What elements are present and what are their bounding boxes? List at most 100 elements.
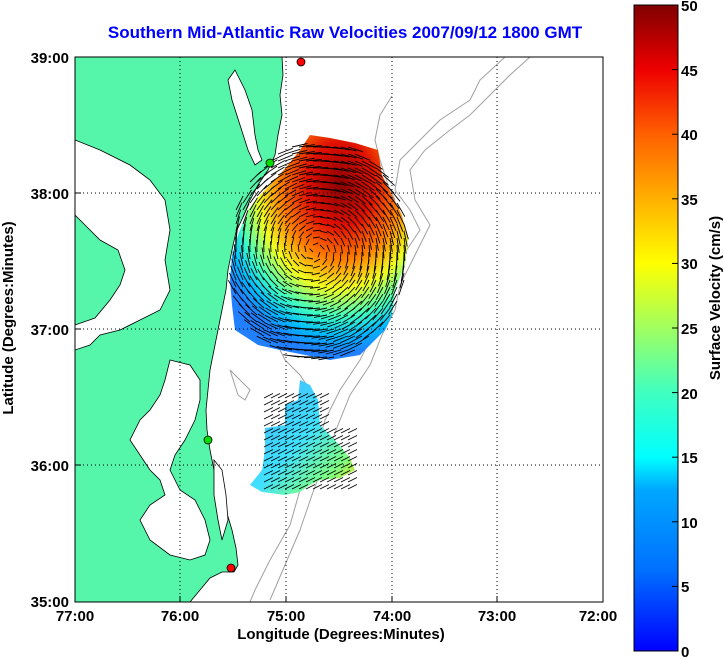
velocity-arrow (375, 216, 383, 230)
velocity-arrow (368, 167, 383, 178)
velocity-arrow (312, 242, 319, 246)
velocity-arrow (239, 252, 244, 267)
velocity-arrow (313, 314, 328, 318)
velocity-arrow (355, 328, 370, 339)
velocity-arrow (347, 181, 362, 189)
velocity-arrow (347, 463, 358, 469)
velocity-arrow (305, 428, 316, 434)
velocity-arrow (270, 227, 275, 239)
velocity-arrow (326, 174, 342, 178)
velocity-arrow (251, 260, 258, 274)
velocity-arrow (253, 253, 258, 267)
velocity-arrow (342, 314, 356, 323)
velocity-arrow (298, 463, 309, 469)
velocity-arrow (284, 196, 296, 204)
velocity-arrow (269, 337, 286, 344)
velocity-arrow (329, 307, 342, 314)
velocity-arrow (389, 230, 395, 246)
velocity-arrow (317, 251, 321, 258)
velocity-arrow (246, 297, 258, 309)
velocity-arrow (363, 272, 370, 285)
velocity-arrow (375, 223, 382, 237)
station-marker-active (265, 158, 275, 168)
velocity-arrow (277, 235, 280, 246)
velocity-arrow (372, 307, 384, 321)
x-tick-label: 72:00 (579, 608, 617, 625)
velocity-arrow (235, 195, 244, 211)
velocity-arrow (235, 273, 244, 288)
colorbar-tick-label: 35 (681, 192, 698, 209)
velocity-arrow (258, 261, 265, 274)
velocity-arrow (389, 209, 398, 224)
colorbar-tick-label: 10 (681, 515, 698, 532)
velocity-arrow (356, 314, 370, 326)
x-axis-label: Longitude (Degrees:Minutes) (237, 626, 445, 643)
velocity-arrow (263, 233, 266, 246)
velocity-arrow (266, 300, 279, 309)
y-tick-label: 38:00 (31, 186, 69, 203)
velocity-arrow (289, 282, 300, 288)
x-tick-label: 73:00 (478, 608, 516, 625)
velocity-arrow (291, 456, 302, 462)
x-tick-label: 77:00 (56, 608, 94, 625)
velocity-arrow (277, 167, 292, 176)
velocity-arrow (382, 223, 389, 238)
velocity-arrow (303, 286, 314, 288)
velocity-arrow (263, 449, 274, 455)
velocity-arrow (330, 293, 342, 301)
colorbar-tick-label: 25 (681, 321, 698, 338)
velocity-arrow (270, 220, 276, 232)
velocity-arrow (277, 463, 288, 469)
velocity-arrow (270, 414, 281, 420)
velocity-arrow (326, 223, 336, 229)
velocity-arrow (364, 314, 377, 327)
velocity-arrow (368, 223, 375, 236)
velocity-arrow (306, 321, 321, 324)
velocity-arrow (368, 286, 377, 300)
velocity-arrow (335, 265, 342, 275)
velocity-arrow (359, 258, 363, 271)
velocity-arrow (332, 349, 349, 356)
velocity-arrow (340, 160, 357, 166)
velocity-arrow (270, 400, 281, 406)
velocity-arrow (291, 463, 302, 469)
velocity-arrow (312, 209, 324, 211)
velocity-arrow (396, 230, 401, 247)
velocity-arrow (260, 254, 265, 267)
velocity-arrow (243, 267, 251, 281)
velocity-arrow (305, 414, 316, 420)
velocity-arrow (276, 345, 293, 351)
velocity-arrow (326, 202, 339, 207)
velocity-arrow (263, 329, 279, 337)
velocity-arrow (322, 258, 328, 266)
velocity-arrow (227, 279, 237, 295)
velocity-arrow (244, 311, 258, 323)
velocity-arrow (380, 300, 391, 315)
velocity-arrow (277, 272, 286, 281)
velocity-arrow (270, 456, 281, 462)
velocity-arrow (325, 342, 342, 348)
velocity-arrow (361, 167, 376, 177)
velocity-arrow (277, 421, 288, 427)
velocity-arrow (250, 320, 265, 330)
velocity-arrow (339, 286, 349, 295)
velocity-arrow (270, 200, 280, 211)
velocity-arrow (312, 435, 323, 441)
velocity-arrow (250, 312, 265, 323)
velocity-arrow (333, 167, 350, 172)
velocity-arrow (291, 428, 302, 434)
velocity-arrow (340, 328, 356, 337)
velocity-arrow (347, 174, 362, 182)
velocity-arrow (232, 251, 237, 267)
velocity-arrow (354, 188, 367, 198)
velocity-arrow (312, 400, 323, 406)
velocity-arrow (305, 400, 316, 406)
velocity-arrow (333, 484, 344, 490)
velocity-arrow (305, 200, 318, 204)
velocity-arrow (382, 195, 394, 209)
velocity-arrow (393, 265, 398, 281)
x-tick-label: 74:00 (373, 608, 411, 625)
velocity-arrow (256, 218, 262, 232)
velocity-arrow (306, 314, 321, 317)
